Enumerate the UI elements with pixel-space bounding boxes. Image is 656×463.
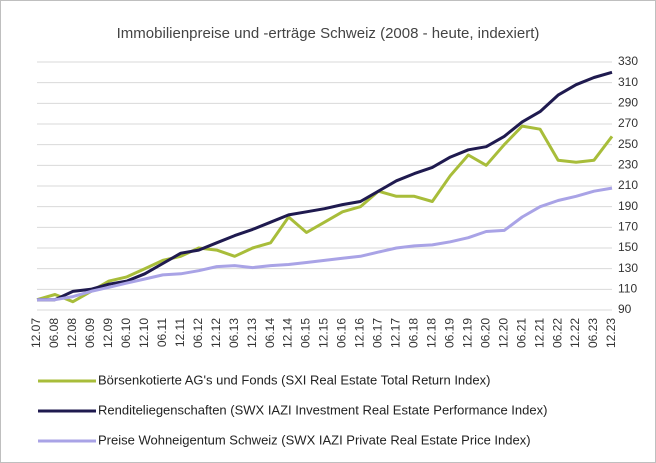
legend-label: Börsenkotierte AG's und Fonds (SXI Real …: [98, 372, 490, 387]
x-tick-label: 12.07: [29, 318, 43, 348]
x-tick-label: 12.23: [604, 318, 618, 348]
x-tick-label: 12.17: [389, 318, 403, 348]
x-tick-label: 06.09: [83, 318, 97, 348]
x-tick-label: 06.16: [335, 318, 349, 348]
y-tick-label: 290: [618, 96, 638, 110]
x-tick-label: 12.19: [460, 318, 474, 348]
y-tick-label: 110: [618, 282, 637, 296]
y-tick-label: 330: [618, 54, 638, 68]
chart-title: Immobilienpreise und -erträge Schweiz (2…: [117, 25, 540, 42]
x-tick-label: 12.18: [424, 318, 438, 348]
x-tick-label: 12.09: [101, 318, 115, 348]
y-tick-label: 250: [618, 137, 638, 151]
x-tick-label: 12.12: [209, 318, 223, 348]
x-tick-label: 12.16: [353, 318, 367, 348]
y-tick-label: 190: [618, 199, 638, 213]
x-tick-label: 06.12: [191, 318, 205, 348]
legend-label: Preise Wohneigentum Schweiz (SWX IAZI Pr…: [98, 432, 531, 447]
x-tick-label: 12.20: [496, 318, 510, 348]
x-tick-label: 06.18: [407, 318, 421, 348]
x-tick-label: 12.14: [281, 318, 295, 348]
y-tick-label: 90: [618, 302, 632, 316]
x-tick-label: 06.20: [478, 318, 492, 348]
x-tick-label: 06.19: [442, 318, 456, 348]
series-line: [37, 70, 613, 302]
series-line: [37, 186, 613, 302]
y-tick-label: 230: [618, 158, 638, 172]
x-tick-label: 06.23: [586, 318, 600, 348]
x-tick-label: 06.15: [299, 318, 313, 348]
y-tick-label: 310: [618, 75, 638, 89]
x-tick-label: 06.22: [550, 318, 564, 348]
x-tick-label: 06.21: [514, 318, 528, 348]
y-tick-label: 170: [618, 220, 638, 234]
x-tick-label: 06.10: [119, 318, 133, 348]
y-tick-label: 130: [618, 261, 638, 275]
x-tick-label: 12.10: [137, 318, 151, 348]
y-tick-label: 210: [618, 178, 638, 192]
x-tick-label: 06.14: [263, 318, 277, 348]
x-tick-label: 06.13: [227, 318, 241, 348]
x-tick-label: 06.08: [47, 318, 61, 348]
x-tick-label: 06.17: [371, 318, 385, 348]
legend-label: Renditeliegenschaften (SWX IAZI Investme…: [98, 402, 547, 417]
y-tick-label: 150: [618, 240, 638, 254]
x-tick-label: 12.08: [65, 318, 79, 348]
series-line: [36, 124, 614, 304]
x-tick-label: 12.11: [173, 318, 187, 347]
y-tick-label: 270: [618, 116, 638, 130]
x-tick-label: 06.11: [155, 318, 169, 347]
x-tick-label: 12.21: [532, 318, 546, 348]
x-tick-label: 12.15: [317, 318, 331, 348]
x-tick-label: 12.13: [245, 318, 259, 348]
x-tick-label: 12.22: [568, 318, 582, 348]
